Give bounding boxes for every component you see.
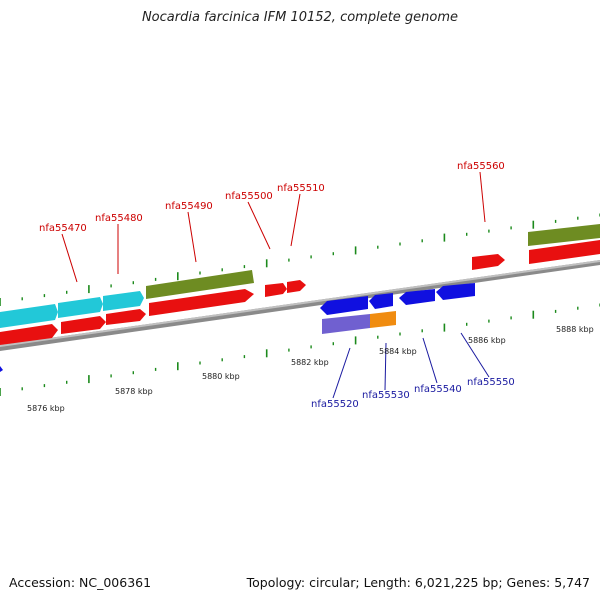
gene-violet-1[interactable] xyxy=(322,314,370,334)
reverse-strand-genes xyxy=(0,283,475,372)
topology-text: Topology: circular; Length: 6,021,225 bp… xyxy=(246,575,590,590)
forward-label-leaders xyxy=(61,171,486,283)
gene-blue-3[interactable] xyxy=(399,289,435,305)
tick-track-upper xyxy=(0,213,600,306)
accession-text: Accession: NC_006361 xyxy=(9,575,152,590)
gene-red-6[interactable] xyxy=(287,280,306,293)
gene-cyan-1[interactable] xyxy=(0,304,58,328)
scale-label-5884: 5884 kbp xyxy=(379,347,417,356)
gene-red-7[interactable] xyxy=(472,254,505,270)
gene-label-nfa55470[interactable]: nfa55470 xyxy=(39,223,87,234)
genome-title: Nocardia farcinica IFM 10152, complete g… xyxy=(141,10,459,25)
gene-olive-1[interactable] xyxy=(146,270,254,299)
scale-label-5886: 5886 kbp xyxy=(468,336,506,345)
gene-olive-2[interactable] xyxy=(528,224,600,246)
scale-label-5880: 5880 kbp xyxy=(202,372,240,381)
gene-label-nfa55510[interactable]: nfa55510 xyxy=(277,183,325,194)
gene-red-2[interactable] xyxy=(61,316,106,334)
scale-label-5888: 5888 kbp xyxy=(556,325,594,334)
gene-red-4[interactable] xyxy=(149,289,254,316)
gene-label-nfa55490[interactable]: nfa55490 xyxy=(165,201,213,212)
scale-label-5882: 5882 kbp xyxy=(291,358,329,367)
leader-nfa55540 xyxy=(422,337,438,384)
leader-nfa55510 xyxy=(290,193,301,247)
gene-label-nfa55520[interactable]: nfa55520 xyxy=(311,399,359,410)
leader-nfa55520 xyxy=(332,347,351,399)
gene-cyan-2[interactable] xyxy=(58,297,103,318)
leader-nfa55560 xyxy=(479,171,486,223)
gene-cyan-3[interactable] xyxy=(103,291,144,311)
gene-label-nfa55480[interactable]: nfa55480 xyxy=(95,213,143,224)
gene-label-nfa55500[interactable]: nfa55500 xyxy=(225,191,273,202)
gene-red-8[interactable] xyxy=(529,240,600,264)
gene-label-nfa55550[interactable]: nfa55550 xyxy=(467,377,515,388)
forward-strand-genes xyxy=(0,224,600,345)
leader-nfa55490 xyxy=(187,211,197,263)
gene-blue-4[interactable] xyxy=(436,283,475,300)
gene-label-nfa55540[interactable]: nfa55540 xyxy=(414,384,462,395)
scale-label-5876: 5876 kbp xyxy=(27,404,65,413)
reverse-label-leaders xyxy=(332,332,490,399)
gene-blue-2[interactable] xyxy=(369,293,393,309)
leader-nfa55530 xyxy=(384,342,387,391)
gene-red-5[interactable] xyxy=(265,283,287,297)
tick-track-lower xyxy=(0,303,600,396)
leader-nfa55550 xyxy=(460,332,490,378)
gene-blue-edge[interactable] xyxy=(0,366,3,372)
leader-nfa55470 xyxy=(61,233,78,283)
gene-red-3[interactable] xyxy=(106,309,146,325)
chromosome-backbone-highlight xyxy=(0,260,600,347)
leader-nfa55500 xyxy=(247,201,271,250)
gene-red-1[interactable] xyxy=(0,324,58,345)
gene-label-nfa55560[interactable]: nfa55560 xyxy=(457,161,505,172)
gene-blue-1[interactable] xyxy=(320,296,368,315)
scale-label-5878: 5878 kbp xyxy=(115,387,153,396)
gene-label-nfa55530[interactable]: nfa55530 xyxy=(362,390,410,401)
gene-orange-1[interactable] xyxy=(370,311,396,328)
